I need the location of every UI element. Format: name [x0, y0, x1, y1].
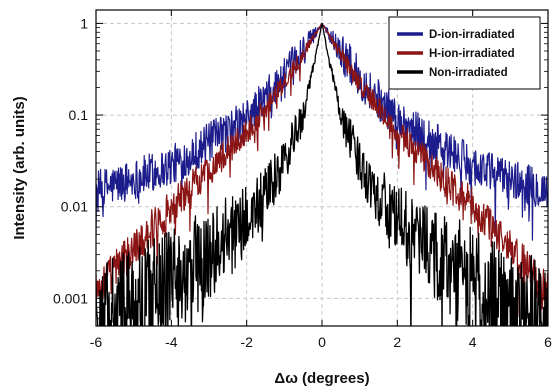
- legend: D-ion-irradiated H-ion-irradiated Non-irra…: [388, 16, 541, 90]
- legend-label: H-ion-irradiated: [429, 48, 515, 60]
- series-line-non-irradiated: [96, 22, 548, 326]
- x-tick-label: 4: [469, 334, 477, 350]
- y-tick-label: 0.1: [69, 107, 89, 123]
- legend-label: D-ion-irradiated: [429, 29, 515, 41]
- y-tick-label: 0.001: [53, 290, 88, 306]
- x-tick-label: -4: [165, 334, 178, 350]
- ticks: [95, 10, 549, 327]
- x-tick-label: 2: [393, 334, 401, 350]
- y-axis-title: Intensity (arb. units): [11, 96, 28, 239]
- y-tick-label: 1: [80, 15, 88, 31]
- series-layer: [96, 22, 548, 326]
- y-tick-label: 0.01: [61, 199, 88, 215]
- tick-labels: -6 -4 -2 0 2 4 6 1 0.1 0.01 0.001: [53, 15, 552, 350]
- x-tick-label: 6: [544, 334, 552, 350]
- x-tick-label: -6: [90, 334, 103, 350]
- legend-label: Non-irradiated: [429, 67, 508, 79]
- x-tick-label: -2: [240, 334, 253, 350]
- x-tick-label: 0: [318, 334, 326, 350]
- x-axis-title: Δω (degrees): [274, 370, 369, 387]
